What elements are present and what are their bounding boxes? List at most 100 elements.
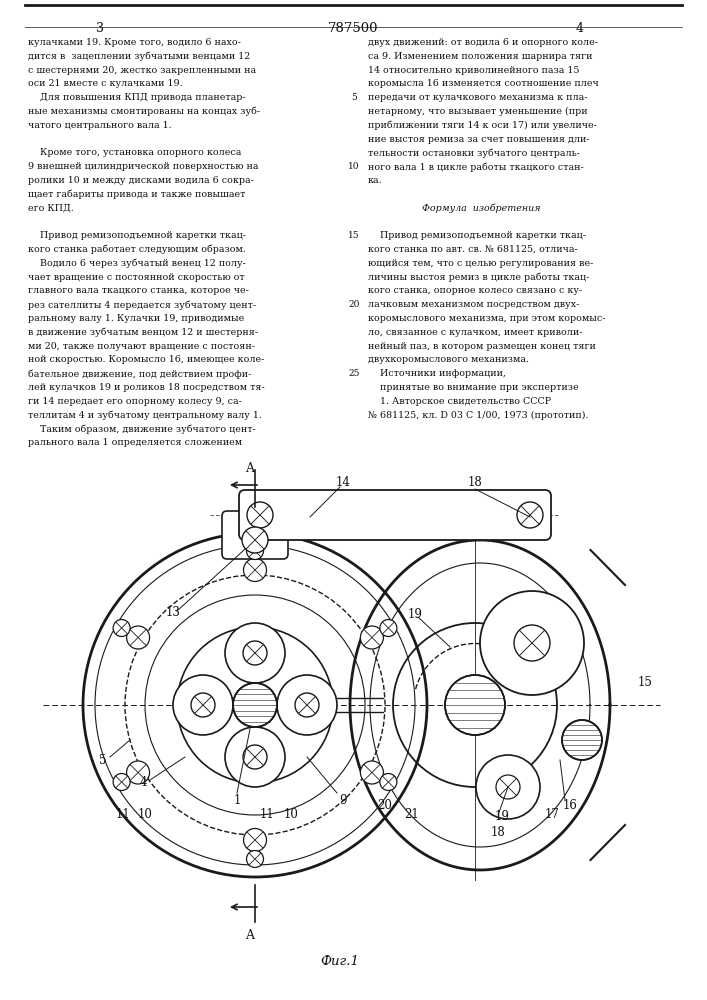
Circle shape — [361, 626, 383, 649]
Text: передачи от кулачкового механизма к пла-: передачи от кулачкового механизма к пла- — [368, 93, 588, 102]
Text: коромыслового механизма, при этом коромыс-: коромыслового механизма, при этом коромы… — [368, 314, 605, 323]
Text: лей кулачков 19 и роликов 18 посредством тя-: лей кулачков 19 и роликов 18 посредством… — [28, 383, 264, 392]
Circle shape — [361, 761, 383, 784]
Text: ральному валу 1. Кулачки 19, приводимые: ральному валу 1. Кулачки 19, приводимые — [28, 314, 244, 323]
FancyBboxPatch shape — [222, 511, 288, 559]
Text: Таким образом, движение зубчатого цент-: Таким образом, движение зубчатого цент- — [28, 424, 256, 434]
Text: Привод ремизоподъемной каретки ткац-: Привод ремизоподъемной каретки ткац- — [368, 231, 586, 240]
Circle shape — [247, 850, 264, 867]
Text: 10: 10 — [138, 808, 153, 822]
Text: 15: 15 — [348, 231, 360, 240]
Circle shape — [242, 527, 268, 553]
Text: ги 14 передает его опорному колесу 9, са-: ги 14 передает его опорному колесу 9, са… — [28, 397, 242, 406]
Text: ка.: ка. — [368, 176, 382, 185]
Text: ние выстоя ремиза за счет повышения дли-: ние выстоя ремиза за счет повышения дли- — [368, 135, 590, 144]
Text: 9 внешней цилиндрической поверхностью на: 9 внешней цилиндрической поверхностью на — [28, 162, 259, 171]
Text: ные механизмы смонтированы на концах зуб-: ные механизмы смонтированы на концах зуб… — [28, 107, 260, 116]
Text: личины выстоя ремиз в цикле работы ткац-: личины выстоя ремиз в цикле работы ткац- — [368, 273, 590, 282]
Circle shape — [243, 558, 267, 581]
Text: 9: 9 — [339, 794, 346, 806]
Text: ролики 10 и между дисками водила 6 сокра-: ролики 10 и между дисками водила 6 сокра… — [28, 176, 254, 185]
Text: теллитам 4 и зубчатому центральному валу 1.: теллитам 4 и зубчатому центральному валу… — [28, 411, 262, 420]
Circle shape — [191, 693, 215, 717]
Text: главного вала ткацкого станка, которое че-: главного вала ткацкого станка, которое ч… — [28, 286, 249, 295]
Circle shape — [225, 727, 285, 787]
Text: чает вращение с постоянной скоростью от: чает вращение с постоянной скоростью от — [28, 273, 245, 282]
Text: рального вала 1 определяется сложением: рального вала 1 определяется сложением — [28, 438, 242, 447]
Text: кулачками 19. Кроме того, водило 6 нахо-: кулачками 19. Кроме того, водило 6 нахо- — [28, 38, 241, 47]
Text: Для повышения КПД привода планетар-: Для повышения КПД привода планетар- — [28, 93, 245, 102]
Text: 5: 5 — [351, 93, 357, 102]
Text: бательное движение, под действием профи-: бательное движение, под действием профи- — [28, 369, 252, 379]
Text: 1. Авторское свидетельство СССР: 1. Авторское свидетельство СССР — [368, 397, 551, 406]
Text: 18: 18 — [467, 477, 482, 489]
Text: 18: 18 — [491, 826, 506, 840]
Circle shape — [127, 626, 150, 649]
Text: его КПД.: его КПД. — [28, 204, 74, 213]
Circle shape — [113, 773, 130, 790]
Text: рез сателлиты 4 передается зубчатому цент-: рез сателлиты 4 передается зубчатому цен… — [28, 300, 256, 310]
Text: 10: 10 — [284, 808, 298, 822]
Text: лачковым механизмом посредством двух-: лачковым механизмом посредством двух- — [368, 300, 579, 309]
Text: в движение зубчатым венцом 12 и шестерня-: в движение зубчатым венцом 12 и шестерня… — [28, 328, 258, 337]
Text: 4: 4 — [576, 22, 584, 35]
Text: Водило 6 через зубчатый венец 12 полу-: Водило 6 через зубчатый венец 12 полу- — [28, 259, 246, 268]
Text: двухкоромыслового механизма.: двухкоромыслового механизма. — [368, 355, 529, 364]
Text: ного вала 1 в цикле работы ткацкого стан-: ного вала 1 в цикле работы ткацкого стан… — [368, 162, 584, 172]
Text: 787500: 787500 — [328, 22, 379, 35]
FancyBboxPatch shape — [239, 490, 551, 540]
Text: Кроме того, установка опорного колеса: Кроме того, установка опорного колеса — [28, 148, 241, 157]
Text: приближении тяги 14 к оси 17) или увеличе-: приближении тяги 14 к оси 17) или увелич… — [368, 121, 597, 130]
Circle shape — [517, 502, 543, 528]
Circle shape — [496, 775, 520, 799]
Circle shape — [243, 641, 267, 665]
Circle shape — [445, 675, 505, 735]
Text: с шестернями 20, жестко закрепленными на: с шестернями 20, жестко закрепленными на — [28, 66, 256, 75]
Text: Фиг.1: Фиг.1 — [320, 955, 359, 968]
Circle shape — [480, 591, 584, 695]
Text: кого станка по авт. св. № 681125, отлича-: кого станка по авт. св. № 681125, отлича… — [368, 245, 578, 254]
Circle shape — [562, 720, 602, 760]
Circle shape — [380, 773, 397, 790]
Text: Формула  изобретения: Формула изобретения — [368, 204, 540, 213]
Text: 20: 20 — [378, 799, 392, 812]
Text: кого станка работает следующим образом.: кого станка работает следующим образом. — [28, 245, 246, 254]
Circle shape — [243, 745, 267, 769]
Circle shape — [295, 693, 319, 717]
Text: 19: 19 — [495, 810, 510, 824]
Text: 11: 11 — [116, 808, 130, 822]
Text: 19: 19 — [407, 608, 423, 621]
Text: 16: 16 — [563, 799, 578, 812]
Text: 5: 5 — [99, 754, 107, 766]
Text: 14: 14 — [336, 477, 351, 489]
Circle shape — [127, 761, 150, 784]
Text: ной скоростью. Коромысло 16, имеющее коле-: ной скоростью. Коромысло 16, имеющее кол… — [28, 355, 264, 364]
Text: кого станка, опорное колесо связано с ку-: кого станка, опорное колесо связано с ку… — [368, 286, 583, 295]
Circle shape — [173, 675, 233, 735]
Text: двух движений: от водила 6 и опорного коле-: двух движений: от водила 6 и опорного ко… — [368, 38, 598, 47]
Circle shape — [113, 619, 130, 636]
Text: 10: 10 — [349, 162, 360, 171]
Text: тельности остановки зубчатого централь-: тельности остановки зубчатого централь- — [368, 148, 580, 158]
Text: A: A — [245, 929, 255, 942]
Text: нейный паз, в котором размещен конец тяги: нейный паз, в котором размещен конец тяг… — [368, 342, 596, 351]
Text: 1: 1 — [233, 794, 240, 806]
Circle shape — [277, 675, 337, 735]
Text: нетарному, что вызывает уменьшение (при: нетарному, что вызывает уменьшение (при — [368, 107, 588, 116]
Text: коромысла 16 изменяется соотношение плеч: коромысла 16 изменяется соотношение плеч — [368, 79, 599, 88]
Text: 21: 21 — [404, 808, 419, 822]
Text: A: A — [245, 462, 255, 475]
Text: 3: 3 — [96, 22, 104, 35]
Text: 20: 20 — [349, 300, 360, 309]
Text: Источники информации,: Источники информации, — [368, 369, 506, 378]
Text: щает габариты привода и также повышает: щает габариты привода и также повышает — [28, 190, 245, 199]
Text: 14 относительно криволинейного паза 15: 14 относительно криволинейного паза 15 — [368, 66, 580, 75]
Circle shape — [243, 828, 267, 852]
Text: 13: 13 — [165, 606, 180, 619]
Text: 4: 4 — [139, 776, 147, 790]
Text: дится в  зацеплении зубчатыми венцами 12: дится в зацеплении зубчатыми венцами 12 — [28, 52, 250, 61]
Circle shape — [380, 619, 397, 636]
Text: 17: 17 — [544, 808, 559, 822]
Circle shape — [247, 502, 273, 528]
Circle shape — [514, 625, 550, 661]
